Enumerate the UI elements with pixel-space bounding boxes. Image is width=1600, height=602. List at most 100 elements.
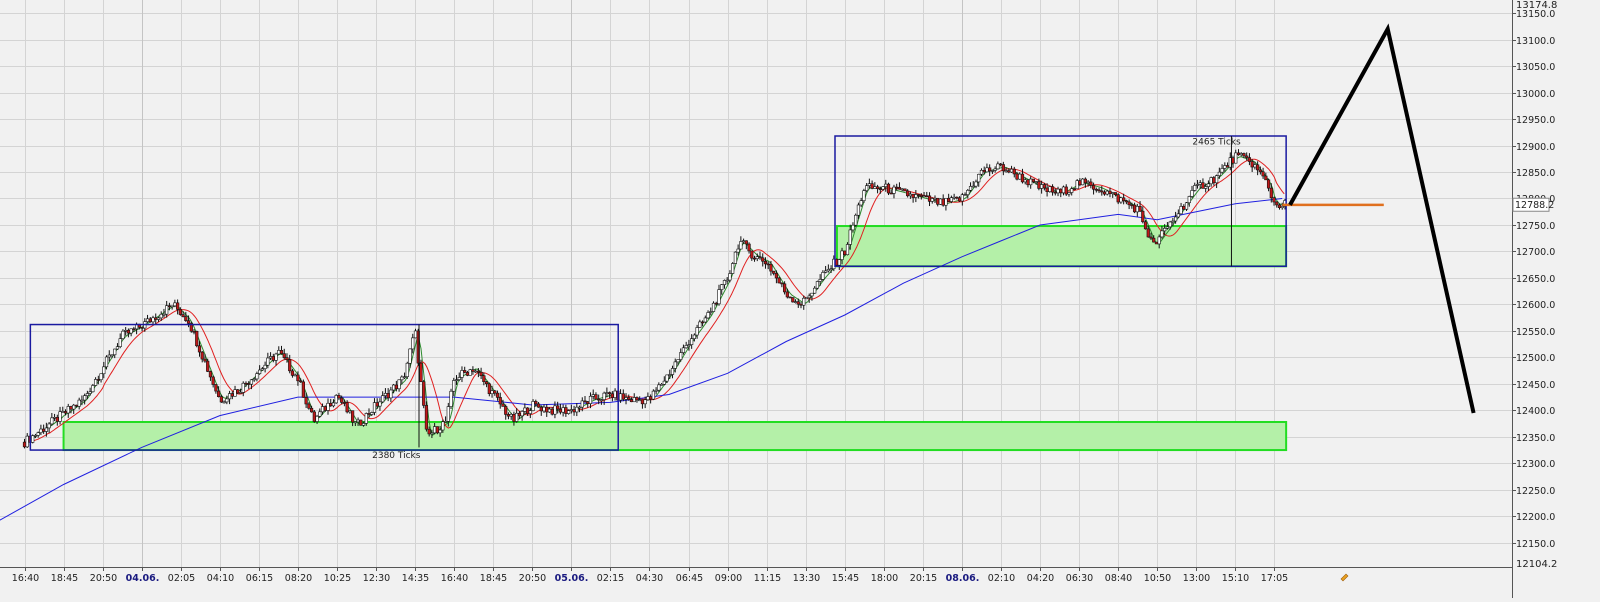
candle-body (1141, 210, 1145, 223)
candle-body (988, 167, 992, 172)
candle-body (285, 357, 289, 360)
candle-body (963, 194, 967, 197)
candle-body (1009, 168, 1014, 173)
candle-body (1242, 153, 1246, 157)
candle-body (583, 400, 587, 403)
candle-body (621, 393, 625, 400)
candle-body (443, 421, 448, 423)
candle-body (233, 389, 237, 397)
candle-body (39, 428, 43, 433)
candle-body (1179, 206, 1183, 215)
candle-body (498, 397, 502, 405)
candle-body (728, 273, 732, 281)
candle-body (129, 328, 133, 334)
candle-body (345, 402, 349, 413)
time-tick-label: 08:20 (285, 573, 312, 584)
candle-body (870, 183, 874, 189)
candle-body (575, 406, 579, 413)
candle-body (979, 169, 984, 175)
candle-body (766, 263, 770, 266)
candle-body (618, 393, 623, 401)
candle-body (1020, 173, 1025, 183)
price-tick-label: 12950.0 (1516, 115, 1555, 126)
candle-body (1102, 191, 1107, 195)
candle-body (659, 384, 664, 386)
candle-body (247, 383, 251, 385)
candle-body (938, 198, 943, 205)
candle-body (375, 402, 379, 407)
candle-body (277, 350, 281, 355)
candle-body (1193, 185, 1197, 191)
time-tick-label: 06:30 (1066, 573, 1093, 584)
candle-body (386, 393, 390, 399)
candle-body (301, 381, 305, 398)
candle-body (640, 399, 645, 405)
candle-body (50, 417, 54, 425)
candle-body (1280, 206, 1284, 209)
candle-body (312, 411, 316, 422)
candle-body (561, 407, 565, 413)
candle-body (348, 410, 352, 413)
candle-body (460, 370, 464, 378)
candle-body (968, 186, 973, 191)
candle-body (788, 296, 792, 299)
candle-body (258, 369, 262, 374)
candle-body (99, 373, 103, 381)
time-tick-label: 15:45 (832, 573, 859, 584)
candle-body (1072, 188, 1077, 190)
candle-body (402, 376, 407, 378)
candle-body (482, 375, 486, 383)
price-tick-label: 12450.0 (1516, 380, 1555, 391)
time-tick-label: 04:10 (207, 573, 234, 584)
candle-body (627, 397, 631, 400)
candle-body (1187, 196, 1191, 204)
candle-body (597, 398, 601, 401)
candle-body (539, 406, 543, 412)
candle-body (1075, 180, 1079, 190)
candle-body (55, 417, 59, 422)
price-tick-label: 12850.0 (1516, 168, 1555, 179)
candle-body (1225, 165, 1230, 168)
candle-body (1239, 153, 1243, 156)
candle-body (433, 426, 437, 434)
candle-body (690, 338, 694, 345)
candle-body (1253, 164, 1257, 168)
candle-body (1091, 185, 1096, 190)
candle-body (227, 393, 232, 400)
candle-body (1165, 226, 1169, 229)
candle-body (914, 194, 918, 198)
candle-body (1247, 157, 1252, 162)
candle-body (1124, 200, 1128, 203)
candle-body (85, 393, 89, 396)
candle-body (104, 356, 109, 368)
time-tick-label: 18:45 (480, 573, 507, 584)
candle-body (610, 393, 614, 398)
candle-body (657, 384, 661, 391)
candle-body (1105, 190, 1109, 195)
candle-body (944, 197, 948, 206)
candle-body (747, 243, 751, 252)
pencil-icon[interactable] (1340, 573, 1349, 582)
candle-body (1004, 170, 1008, 172)
candle-body (476, 370, 480, 373)
time-axis: 16:40 18:45 20:50 04.06. 02:05 04:10 06:15 08:2… (0, 567, 1512, 584)
candle-body (1146, 228, 1150, 238)
candle-body (495, 392, 500, 398)
candle-body (862, 190, 866, 201)
candle-body (1206, 183, 1211, 187)
candle-body (927, 195, 932, 202)
time-tick-label: 13:00 (1183, 573, 1210, 584)
price-tick-label: 13150.0 (1516, 9, 1555, 20)
candle-body (400, 376, 404, 381)
candle-body (1195, 184, 1200, 186)
candle-body (741, 240, 746, 243)
candle-body (121, 330, 125, 339)
candle-body (279, 350, 284, 354)
price-tick-label: 13000.0 (1516, 89, 1555, 100)
candle-body (1023, 179, 1027, 183)
candle-body (646, 396, 650, 401)
candle-body (1001, 164, 1005, 172)
candle-body (266, 357, 270, 366)
candle-body (1127, 201, 1131, 206)
candle-body (692, 334, 696, 339)
